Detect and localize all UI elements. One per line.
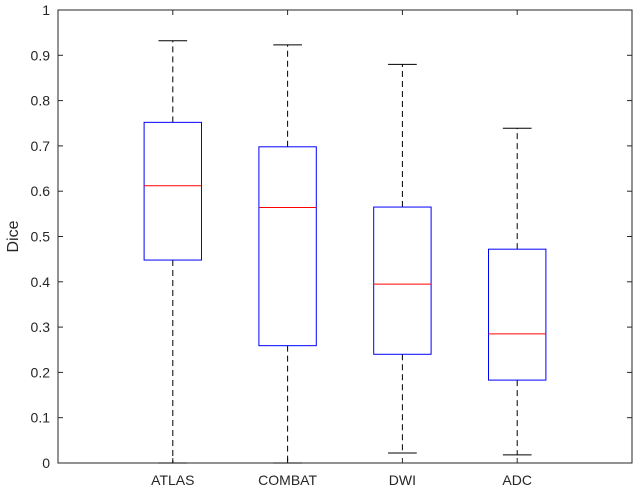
y-tick-label: 0.9 [31, 47, 51, 63]
y-tick-label: 0.1 [31, 410, 51, 426]
y-axis: 0 0.1 0.2 0.3 0.4 0.5 0.6 0.7 0.8 0.9 1 [31, 2, 632, 471]
y-axis-label: Dice [5, 220, 22, 252]
y-tick-label: 0.4 [31, 274, 51, 290]
y-tick-label: 0.2 [31, 364, 51, 380]
iqr-box [143, 121, 203, 261]
boxes [143, 40, 547, 464]
y-tick-label: 0.3 [31, 319, 51, 335]
y-tick-label: 0.5 [31, 229, 51, 245]
iqr-box [258, 146, 317, 347]
box-combat [258, 44, 317, 464]
plot-area [57, 9, 633, 464]
x-tick-label: COMBAT [258, 472, 317, 488]
box-adc [488, 127, 547, 456]
iqr-box [373, 206, 432, 355]
x-axis: ATLAS COMBAT DWI ADC [151, 10, 532, 488]
x-tick-label: DWI [389, 472, 416, 488]
y-tick-label: 0.7 [31, 138, 51, 154]
y-tick-label: 1 [42, 2, 50, 18]
box-dwi [373, 63, 432, 454]
x-tick-label: ATLAS [151, 472, 194, 488]
iqr-box [488, 248, 547, 381]
box-atlas [143, 40, 203, 464]
y-tick-label: 0 [42, 455, 50, 471]
y-tick-label: 0.8 [31, 93, 51, 109]
y-tick-label: 0.6 [31, 183, 51, 199]
x-tick-label: ADC [502, 472, 532, 488]
